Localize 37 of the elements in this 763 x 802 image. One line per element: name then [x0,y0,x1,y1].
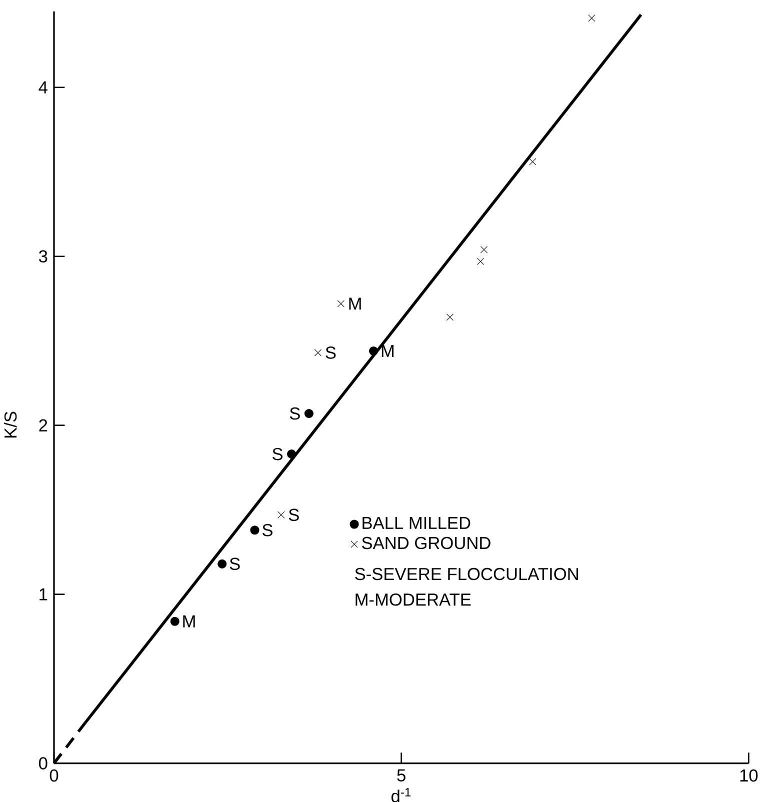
y-tick-label: 2 [39,419,48,432]
annotation: M-MODERATE [356,593,471,606]
y-tick-label: 0 [39,757,48,770]
point [304,408,314,418]
point [278,511,285,518]
point [446,314,454,321]
point [170,616,180,626]
y-axis-title: K/S [4,412,17,438]
annotation: S-SEVERE FLOCCULATION [355,568,578,580]
point [287,450,296,459]
y-tick-label: 4 [38,81,48,94]
point [218,559,227,568]
point [250,526,260,535]
point [369,346,378,356]
legend-label: BALL MILLED [362,517,470,529]
x-tick-label: 10 [740,769,758,782]
annotation: M [382,345,394,357]
annotation: M [183,615,196,628]
annotation: S [289,508,300,522]
annotation: S [290,407,300,420]
legend-label: SAND GROUND [362,536,491,550]
x-tick-label: 5 [397,769,406,782]
y-tick-label: 1 [40,588,48,600]
point [529,158,536,166]
y-tick-label: 3 [39,250,48,262]
annotation: S [326,346,336,359]
annotation: M [349,298,362,310]
point [338,300,345,308]
point [314,349,322,356]
point [480,246,488,254]
point [588,14,596,22]
annotation: S [230,558,240,570]
x-tick-label: 0 [50,769,58,782]
annotation: S [272,448,283,460]
x-axis-title: d$^{-1}$ [392,788,411,802]
point [477,258,484,265]
annotation: S [262,524,273,536]
